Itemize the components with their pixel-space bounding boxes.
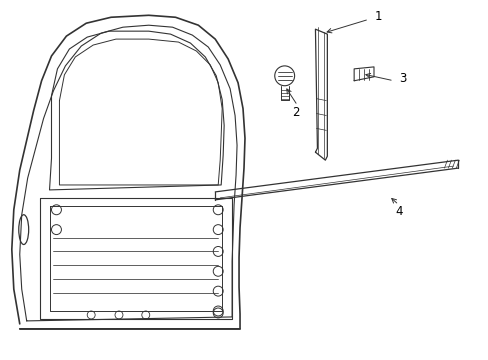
Text: 2: 2 xyxy=(291,106,299,119)
Text: 3: 3 xyxy=(398,72,406,85)
Text: 1: 1 xyxy=(374,10,382,23)
Text: 4: 4 xyxy=(394,205,402,218)
